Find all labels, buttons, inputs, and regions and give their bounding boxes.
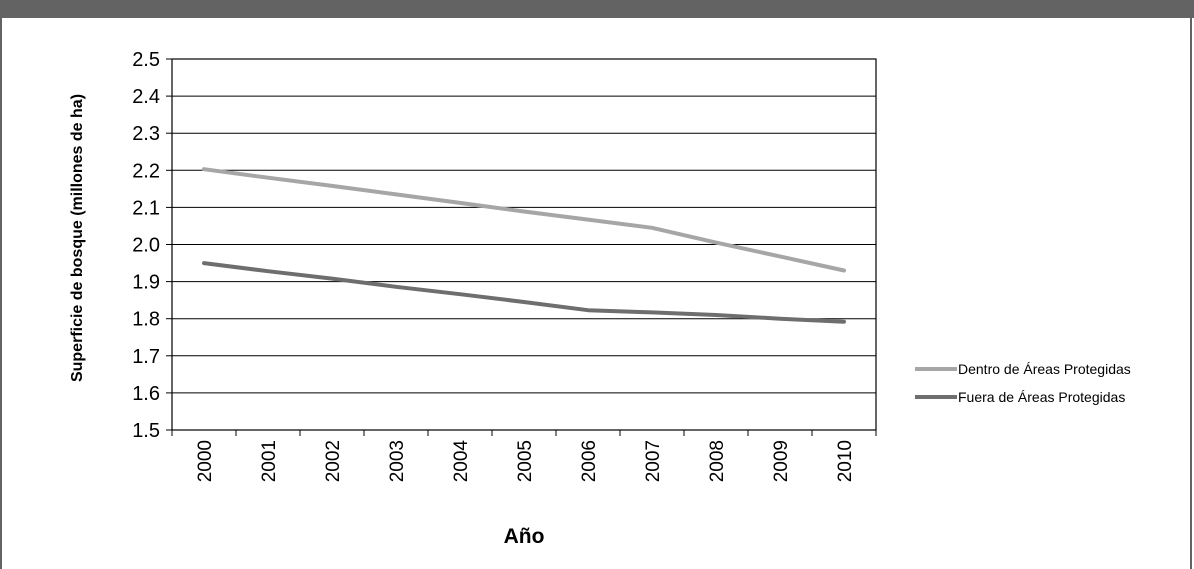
plot-area <box>171 58 877 431</box>
y-tick-label: 2.4 <box>132 86 160 108</box>
y-tick-label: 2.0 <box>132 235 160 257</box>
y-tick-label: 1.8 <box>132 309 160 331</box>
y-tick-label: 2.2 <box>132 160 160 182</box>
gridlines <box>166 58 877 436</box>
y-axis-title: Superficie de bosque (millones de ha) <box>69 94 86 382</box>
y-tick-label: 2.5 <box>132 49 160 71</box>
x-tick-label: 2001 <box>259 440 280 482</box>
series-line-0 <box>202 167 846 273</box>
y-axis-tick-labels: 1.5 1.6 1.7 1.8 1.9 2.0 2.1 2.2 2.3 2.4 2.5 <box>132 49 160 442</box>
x-tick-label: 2005 <box>515 440 536 482</box>
y-tick-label: 1.9 <box>132 272 160 294</box>
x-tick-label: 2006 <box>579 440 600 482</box>
x-tick-label: 2004 <box>451 440 472 483</box>
x-tick-label: 2003 <box>387 440 408 482</box>
frame-border <box>0 18 1192 569</box>
y-tick-label: 2.3 <box>132 123 160 145</box>
y-tick-label: 1.7 <box>132 346 160 368</box>
x-tick-label: 2007 <box>643 440 664 482</box>
y-tick-label: 1.5 <box>132 420 160 442</box>
x-tick-label: 2008 <box>707 440 728 482</box>
legend-label-1: Fuera de Áreas Protegidas <box>958 389 1125 405</box>
legend-label-0: Dentro de Áreas Protegidas <box>958 361 1131 377</box>
series-line-1 <box>202 261 846 324</box>
x-tick-label: 2010 <box>835 440 856 482</box>
legend: Dentro de Áreas Protegidas Fuera de Áreas… <box>915 361 1131 405</box>
y-tick-label: 2.1 <box>132 197 160 219</box>
x-tick-label: 2002 <box>323 440 344 482</box>
x-tick-label: 2000 <box>195 440 216 482</box>
y-tick-label: 1.6 <box>132 383 160 405</box>
series-lines <box>202 167 846 324</box>
x-axis-title: Año <box>504 525 545 548</box>
top-bar <box>0 0 1194 18</box>
x-axis-tick-labels: 2000 2001 2002 2003 2004 2005 2006 2007 2008 2009… <box>195 440 856 483</box>
x-tick-label: 2009 <box>771 440 792 482</box>
